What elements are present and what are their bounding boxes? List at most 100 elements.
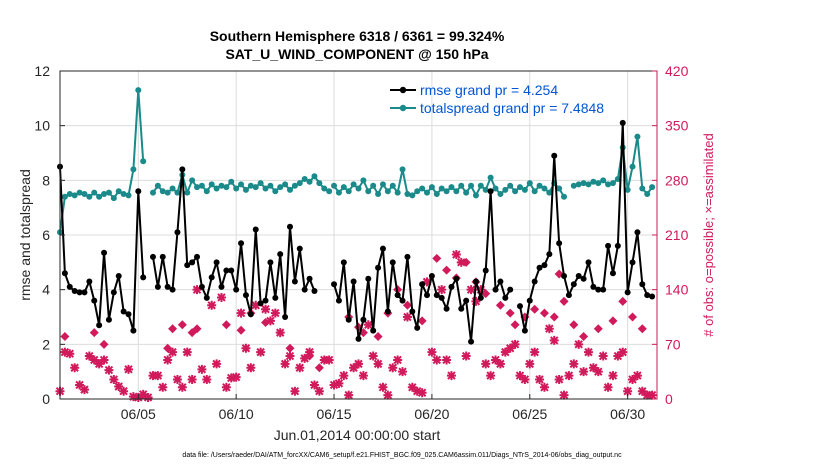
rmse-point xyxy=(556,240,563,247)
rmse-point xyxy=(634,229,641,236)
y-tick-label: 0 xyxy=(42,391,50,407)
totalspread-point xyxy=(335,189,342,196)
totalspread-point xyxy=(296,180,303,187)
totalspread-point xyxy=(556,185,563,192)
obs-assimilated-marker xyxy=(618,347,628,357)
rmse-point xyxy=(61,270,68,277)
rmse-point xyxy=(194,253,201,260)
obs-assimilated-marker xyxy=(598,351,608,361)
obs-assimilated-marker xyxy=(647,390,657,400)
obs-assimilated-marker xyxy=(388,363,398,373)
rmse-point xyxy=(247,311,254,318)
totalspread-point xyxy=(458,182,465,189)
obs-assimilated-marker xyxy=(432,355,442,365)
totalspread-point xyxy=(433,191,440,197)
rmse-point xyxy=(110,289,117,296)
y-tick-label: 8 xyxy=(42,172,50,188)
rmse-point xyxy=(164,283,171,290)
totalspread-point xyxy=(252,184,259,191)
totalspread-point xyxy=(311,173,318,180)
y-tick-label: 2 xyxy=(42,336,50,352)
rmse-point xyxy=(360,316,367,323)
rmse-point xyxy=(492,286,499,293)
obs-assimilated-marker xyxy=(530,347,540,357)
rmse-point xyxy=(619,119,626,126)
obs-possible-marker xyxy=(628,312,638,322)
rmse-point xyxy=(379,245,386,252)
totalspread-point xyxy=(580,180,587,187)
obs-assimilated-marker xyxy=(309,380,319,390)
obs-possible-marker xyxy=(177,320,187,330)
totalspread-point xyxy=(291,182,298,189)
obs-assimilated-marker xyxy=(109,374,119,384)
totalspread-point xyxy=(360,177,367,184)
totalspread-point xyxy=(521,186,528,193)
chart-title: Southern Hemisphere 6318 / 6361 = 99.324… xyxy=(210,28,505,44)
rmse-point xyxy=(81,289,88,296)
x-tick-label: 06/30 xyxy=(610,406,645,422)
obs-assimilated-marker xyxy=(65,349,75,359)
obs-assimilated-marker xyxy=(70,363,80,373)
totalspread-point xyxy=(321,185,328,192)
legend-rmse-label: rmse grand pr = 4.254 xyxy=(420,82,558,98)
totalspread-point xyxy=(614,175,621,182)
obs-assimilated-marker xyxy=(461,351,471,361)
obs-assimilated-marker xyxy=(187,374,197,384)
obs-assimilated-marker xyxy=(632,371,642,381)
obs-assimilated-marker xyxy=(554,374,564,384)
obs-assimilated-marker xyxy=(119,386,129,396)
obs-assimilated-marker xyxy=(300,353,310,363)
totalspread-point xyxy=(570,182,577,189)
rmse-point xyxy=(282,314,289,320)
obs-possible-marker xyxy=(261,317,271,327)
obs-possible-marker xyxy=(569,320,579,330)
rmse-point xyxy=(565,292,572,299)
obs-assimilated-marker xyxy=(564,371,574,381)
obs-assimilated-marker xyxy=(603,382,613,392)
rmse-point xyxy=(130,327,137,334)
obs-assimilated-marker xyxy=(623,386,633,396)
obs-assimilated-marker xyxy=(559,390,569,400)
rmse-point xyxy=(262,297,269,304)
obs-assimilated-marker xyxy=(99,355,109,365)
obs-possible-marker xyxy=(495,300,505,310)
obs-assimilated-marker xyxy=(422,277,432,287)
totalspread-point xyxy=(282,181,289,188)
y-tick-label: 4 xyxy=(42,282,50,298)
rmse-point xyxy=(468,338,475,345)
rmse-point xyxy=(223,267,230,274)
obs-assimilated-marker xyxy=(481,359,491,369)
obs-assimilated-marker xyxy=(231,372,241,382)
totalspread-point xyxy=(345,188,352,195)
y-axis-label: rmse and totalspread xyxy=(17,169,33,301)
totalspread-point xyxy=(492,185,499,192)
totalspread-point xyxy=(379,181,386,188)
ticks: 06/05 06/10 06/15 06/20 06/25 06/30 0 2 4 6 8 10 12 0… xyxy=(34,63,688,422)
totalspread-point xyxy=(91,189,98,196)
obs-assimilated-marker xyxy=(75,380,85,390)
obs-assimilated-marker xyxy=(525,359,535,369)
obs-assimilated-marker xyxy=(535,374,545,384)
obs-assimilated-marker xyxy=(442,355,452,365)
rmse-point xyxy=(624,289,631,296)
rmse-point xyxy=(438,294,445,301)
rmse-point xyxy=(125,311,132,318)
totalspread-point xyxy=(502,186,509,193)
x-tick-label: 06/15 xyxy=(317,406,352,422)
rmse-point xyxy=(507,286,514,293)
rmse-point xyxy=(340,259,347,266)
rmse-point xyxy=(526,297,533,304)
totalspread-point xyxy=(96,193,103,200)
totalspread-point xyxy=(355,185,362,192)
obs-assimilated-marker xyxy=(241,343,251,353)
obs-assimilated-marker xyxy=(491,355,501,365)
rmse-point xyxy=(370,327,377,334)
obs-assimilated-marker xyxy=(588,363,598,373)
totalspread-point xyxy=(135,87,142,94)
obs-assimilated-marker xyxy=(153,371,163,381)
obs-assimilated-marker xyxy=(89,355,99,365)
obs-assimilated-marker xyxy=(583,347,593,357)
totalspread-point xyxy=(389,182,396,189)
data-file-footnote: data file: /Users/raeder/DAI/ATM_forcXX/… xyxy=(182,452,622,459)
totalspread-point xyxy=(634,133,641,140)
